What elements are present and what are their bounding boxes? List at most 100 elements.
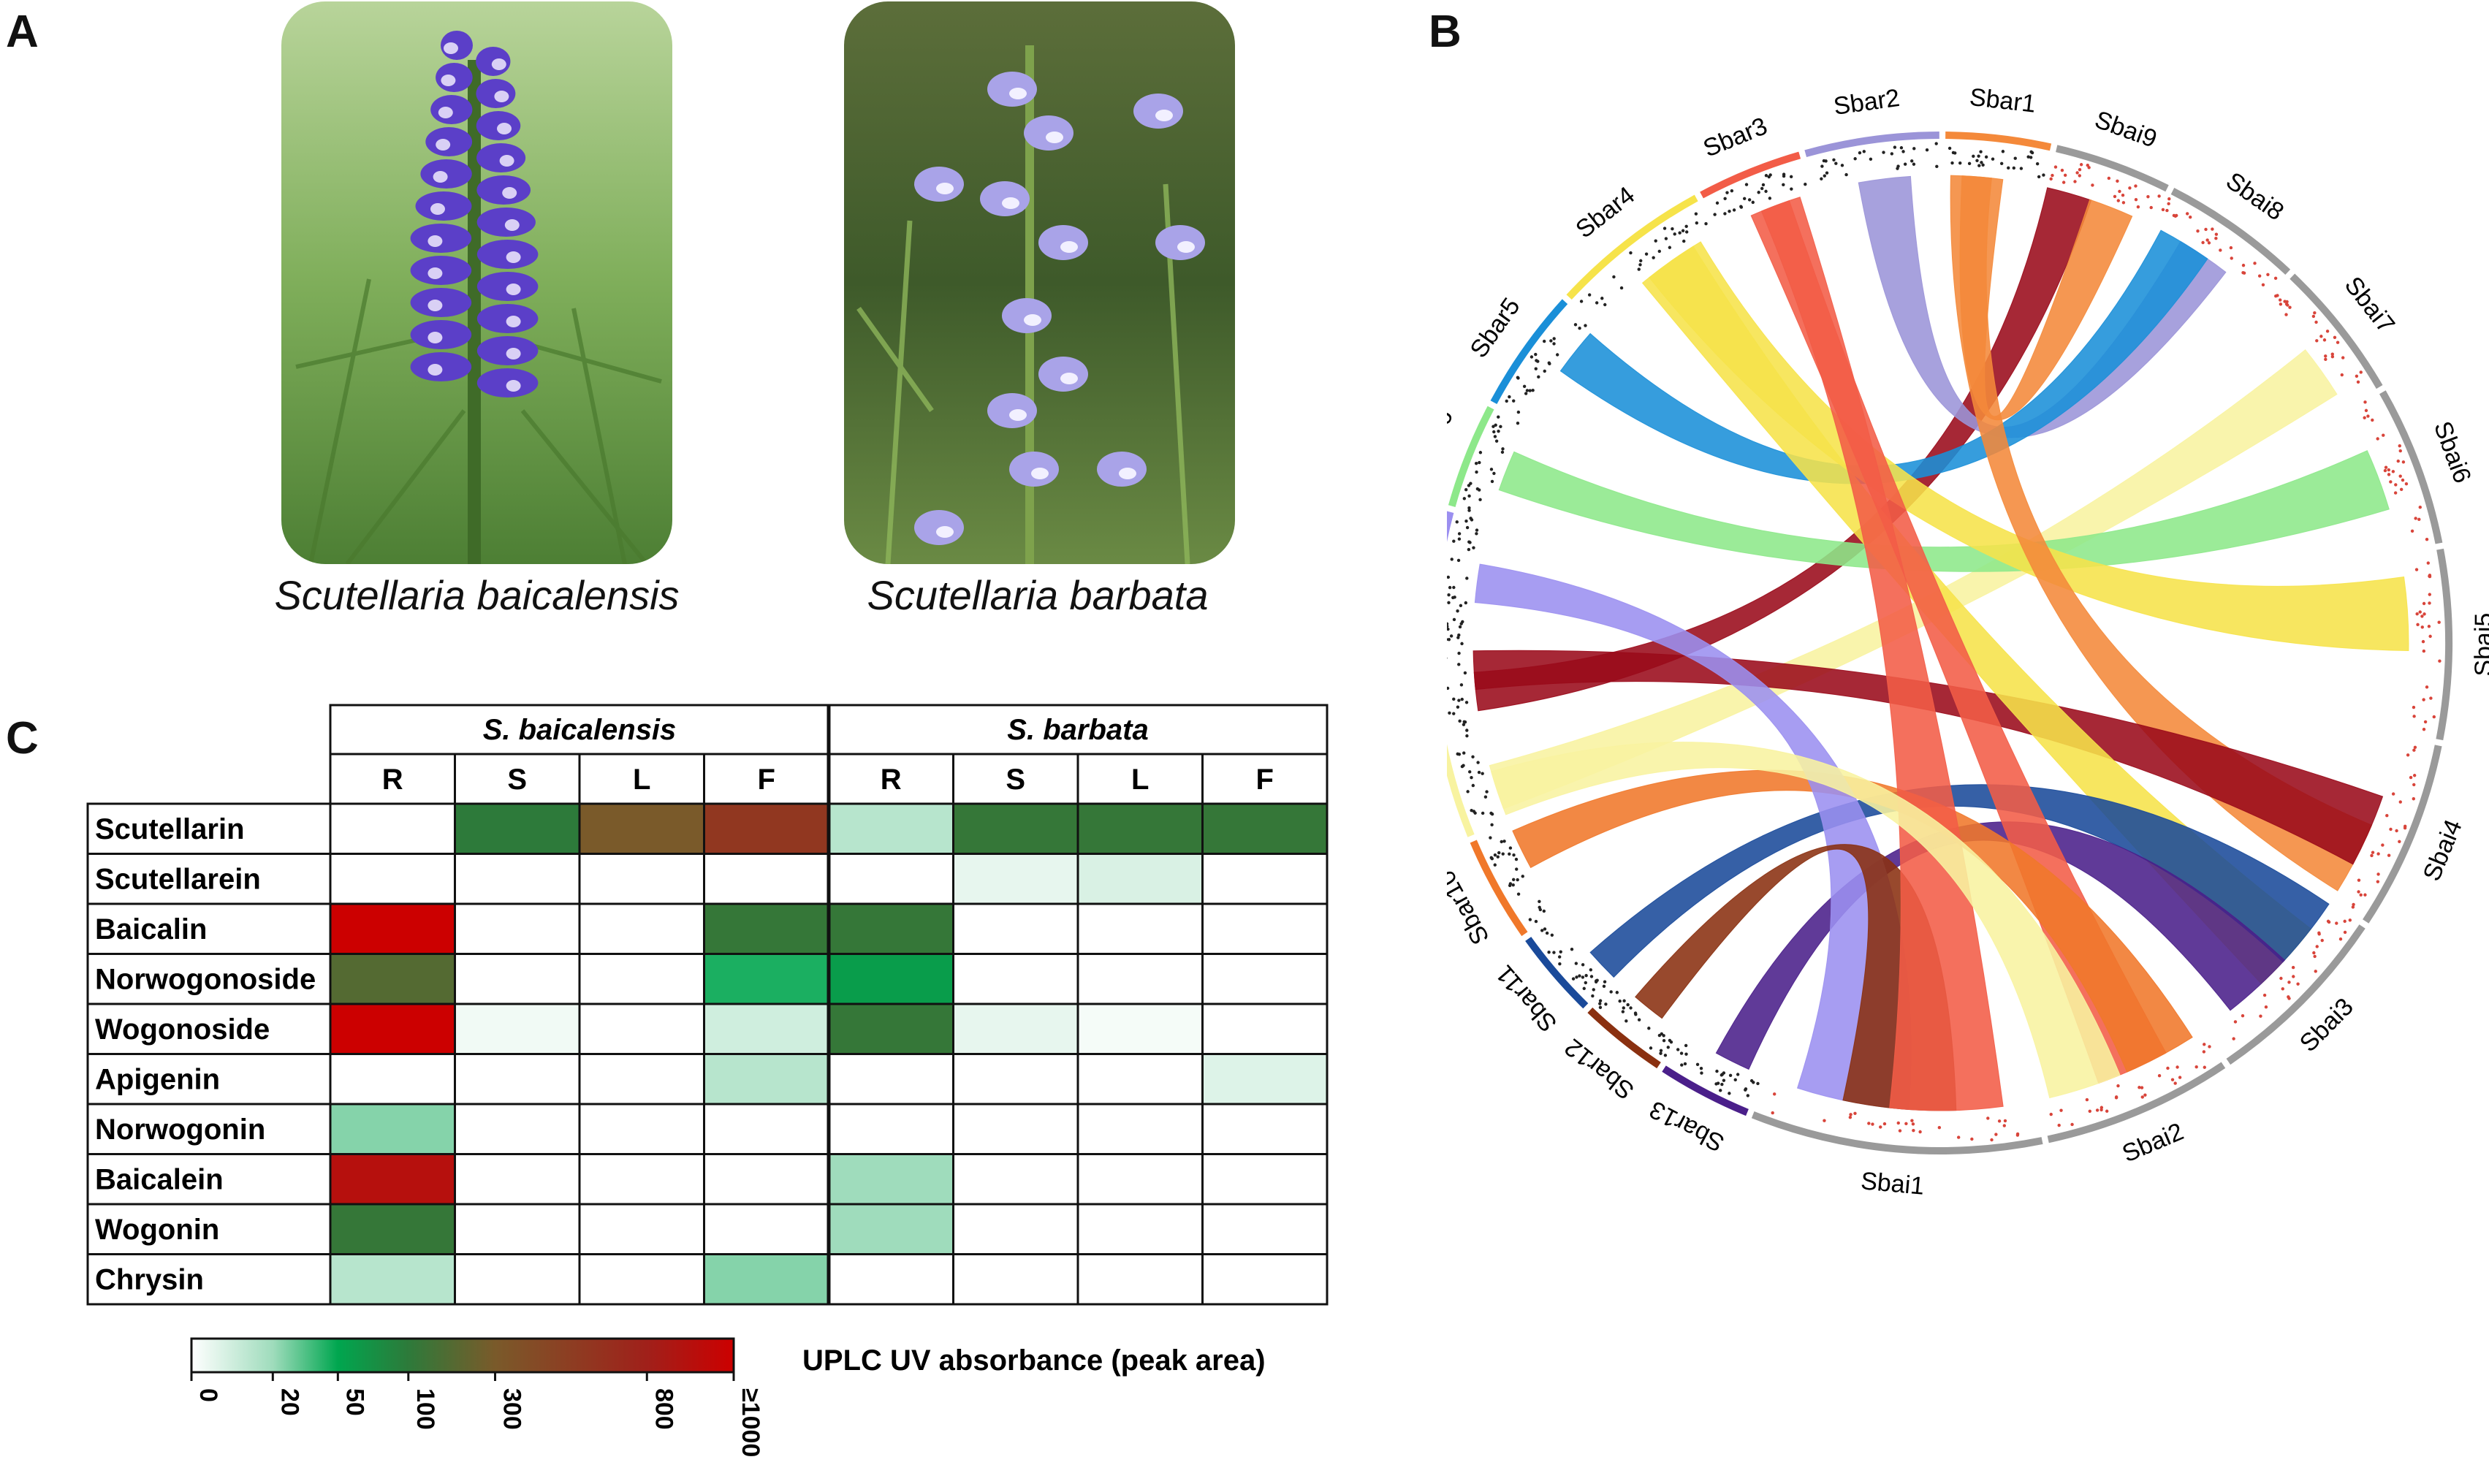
column-header-label: S bbox=[1006, 764, 1025, 796]
legend-colorbar bbox=[190, 1337, 735, 1374]
density-dot bbox=[1545, 931, 1549, 935]
flower-petal bbox=[428, 364, 443, 376]
density-dot bbox=[2357, 890, 2360, 894]
density-dot bbox=[1609, 990, 1613, 994]
density-track bbox=[1676, 1043, 1760, 1097]
density-track bbox=[1713, 172, 1807, 216]
density-dot bbox=[1768, 173, 1772, 177]
density-track bbox=[2049, 1043, 2211, 1127]
density-dot bbox=[2399, 487, 2404, 492]
density-dot bbox=[1490, 823, 1494, 827]
column-header-label: S bbox=[507, 764, 527, 796]
photo-scutellaria-baicalensis bbox=[281, 1, 672, 564]
chromosome-arc bbox=[1804, 132, 1939, 157]
density-dot bbox=[1637, 1018, 1641, 1021]
density-dot bbox=[1715, 1069, 1719, 1073]
flower-petal bbox=[428, 235, 443, 247]
synteny-link bbox=[1760, 197, 2004, 1111]
density-dot bbox=[1530, 355, 1534, 359]
density-dot bbox=[1730, 189, 1734, 193]
density-dot bbox=[1904, 1122, 1908, 1126]
density-dot bbox=[2412, 748, 2416, 752]
density-dot bbox=[1464, 601, 1468, 605]
density-dot bbox=[1618, 999, 1622, 1003]
density-dot bbox=[2376, 872, 2380, 876]
heatmap-cell bbox=[827, 1103, 954, 1155]
chromosome-label: Sbai6 bbox=[2428, 418, 2477, 487]
density-dot bbox=[1594, 980, 1598, 983]
heatmap-cell bbox=[1201, 1203, 1329, 1255]
density-dot bbox=[1459, 683, 1464, 687]
density-dot bbox=[1452, 539, 1456, 543]
heatmap-cell bbox=[454, 1153, 581, 1206]
chromosome-label: Sbar4 bbox=[1570, 181, 1640, 244]
flower-petal bbox=[936, 183, 954, 194]
chromosome-arc bbox=[1525, 937, 1589, 1009]
density-dot bbox=[2128, 186, 2132, 190]
density-dot bbox=[2279, 302, 2283, 306]
heatmap-cell bbox=[1201, 1002, 1329, 1055]
density-dot bbox=[1462, 723, 1466, 726]
density-dot bbox=[2418, 506, 2422, 509]
density-dot bbox=[2230, 256, 2233, 260]
density-dot bbox=[1782, 174, 1786, 178]
heatmap-cell bbox=[827, 1203, 954, 1255]
density-dot bbox=[1477, 770, 1481, 775]
chromosome-arc bbox=[1448, 406, 1494, 508]
chromosome-label: Sbai1 bbox=[1860, 1167, 1926, 1200]
density-dot bbox=[1452, 585, 1456, 590]
density-dot bbox=[1901, 150, 1905, 153]
heatmap-cell bbox=[329, 1253, 456, 1306]
density-dot bbox=[2279, 976, 2283, 981]
heatmap-cell bbox=[827, 902, 954, 955]
density-dot bbox=[1534, 919, 1538, 924]
flower-petal bbox=[987, 72, 1037, 107]
synteny-link bbox=[1559, 229, 2208, 484]
density-dot bbox=[1728, 1092, 1731, 1095]
density-dot bbox=[1584, 973, 1588, 978]
density-dot bbox=[2214, 237, 2218, 240]
density-dot bbox=[2406, 753, 2410, 757]
flower-petal bbox=[1119, 468, 1136, 479]
circos-chord-diagram: Sbai1Sbai2Sbai3Sbai4Sbai5Sbai6Sbai7Sbai8… bbox=[1447, 83, 2489, 1200]
density-dot bbox=[1570, 948, 1574, 951]
density-dot bbox=[1825, 171, 1829, 175]
density-dot bbox=[2257, 274, 2262, 278]
chromosome-arc bbox=[1945, 132, 2052, 151]
flower-petal bbox=[1155, 110, 1173, 121]
group-header-label: S. barbata bbox=[1007, 714, 1148, 746]
density-dot bbox=[2355, 374, 2359, 378]
density-dot bbox=[1790, 187, 1793, 191]
density-dot bbox=[2363, 400, 2367, 404]
density-track bbox=[1540, 927, 1607, 998]
density-dot bbox=[1501, 852, 1505, 856]
heatmap-cell bbox=[703, 853, 830, 905]
density-dot bbox=[1514, 857, 1519, 861]
chromosome-arc bbox=[2170, 188, 2291, 275]
density-dot bbox=[1896, 167, 1899, 170]
density-dot bbox=[2396, 459, 2400, 463]
density-dot bbox=[1694, 212, 1698, 216]
density-dot bbox=[1548, 362, 1551, 366]
density-track bbox=[2274, 294, 2363, 384]
density-dot bbox=[2343, 930, 2347, 935]
density-dot bbox=[1716, 1081, 1720, 1085]
density-dot bbox=[2208, 1045, 2211, 1049]
density-dot bbox=[1462, 751, 1466, 755]
density-dot bbox=[1448, 585, 1452, 590]
density-dot bbox=[1912, 147, 1916, 151]
chromosome-label: Sbai4 bbox=[2418, 815, 2468, 885]
row-label-cell bbox=[86, 1053, 332, 1106]
density-dot bbox=[2376, 880, 2380, 883]
density-dot bbox=[1460, 764, 1464, 769]
flower-petal bbox=[506, 348, 521, 359]
density-track bbox=[1598, 990, 1673, 1057]
density-dot bbox=[1733, 1078, 1737, 1082]
density-dot bbox=[1615, 991, 1619, 994]
heatmap-cell bbox=[827, 853, 954, 905]
density-dot bbox=[1451, 595, 1455, 600]
synteny-link bbox=[1491, 742, 2121, 1099]
heatmap-cell bbox=[1201, 1153, 1329, 1206]
density-dot bbox=[1500, 840, 1503, 844]
density-dot bbox=[1853, 157, 1857, 161]
